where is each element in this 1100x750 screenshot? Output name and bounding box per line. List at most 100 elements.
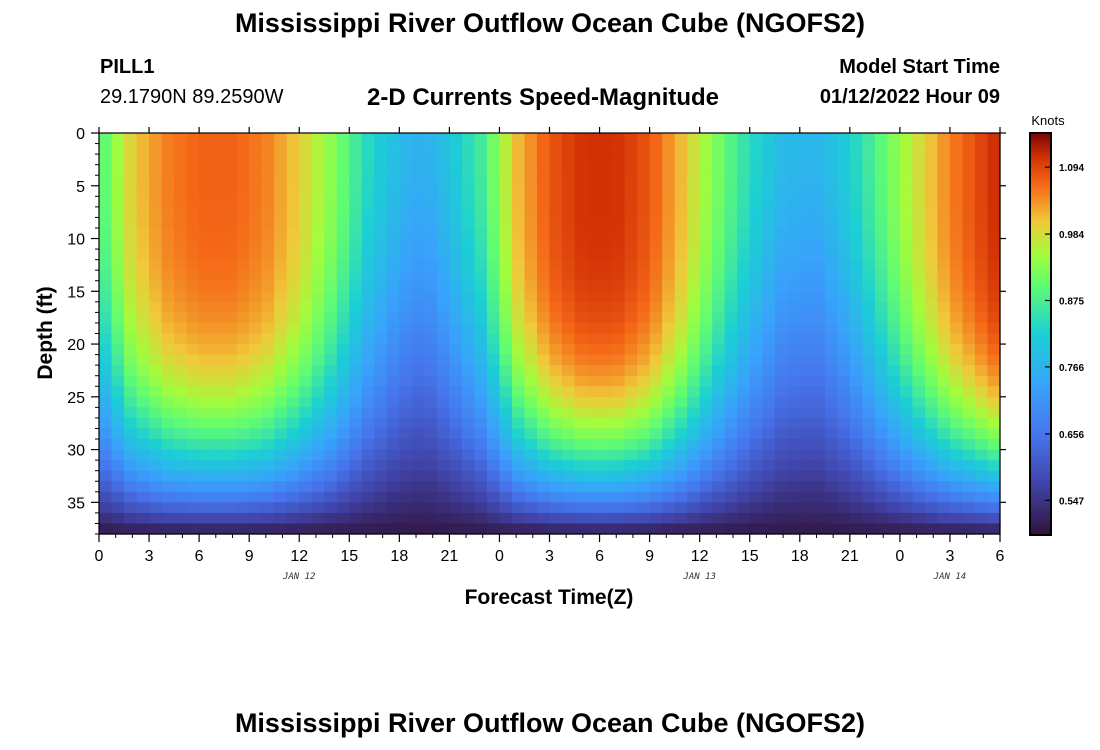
heatmap-cell: [737, 523, 751, 535]
heatmap-cell: [837, 481, 851, 493]
heatmap-cell: [411, 259, 425, 271]
heatmap-cell: [274, 259, 288, 271]
heatmap-cell: [599, 154, 613, 166]
heatmap-cell: [436, 333, 450, 345]
heatmap-cell: [336, 491, 350, 503]
heatmap-cell: [699, 428, 713, 440]
heatmap-cell: [324, 291, 338, 303]
heatmap-cell: [987, 512, 1001, 525]
heatmap-cell: [161, 428, 175, 440]
heatmap-cell: [149, 344, 163, 356]
heatmap-cell: [974, 396, 989, 408]
heatmap-cell: [536, 439, 551, 451]
heatmap-cell: [712, 280, 726, 292]
heatmap-cell: [236, 396, 250, 408]
heatmap-cell: [149, 143, 163, 155]
heatmap-cell: [211, 396, 225, 408]
y-axis-title: Depth (ft): [34, 286, 57, 379]
heatmap-cell: [186, 523, 200, 535]
heatmap-cell: [824, 164, 838, 176]
heatmap-cell: [311, 396, 325, 408]
heatmap-cell: [349, 523, 363, 535]
heatmap-cell: [449, 133, 463, 145]
heatmap-cell: [612, 375, 626, 387]
heatmap-cell: [749, 344, 763, 356]
heatmap-cell: [849, 164, 863, 176]
heatmap-cell: [749, 407, 763, 419]
heatmap-cell: [374, 143, 388, 155]
heatmap-cell: [361, 333, 375, 345]
heatmap-cell: [174, 375, 188, 387]
heatmap-cell: [211, 439, 225, 451]
heatmap-cell: [774, 502, 788, 514]
heatmap-cell: [587, 365, 601, 377]
heatmap-cell: [386, 280, 400, 292]
heatmap-cell: [536, 512, 551, 525]
heatmap-cell: [874, 481, 888, 493]
heatmap-cell: [849, 280, 863, 292]
heatmap-cell: [536, 280, 551, 292]
heatmap-cell: [799, 143, 813, 155]
heatmap-cell: [486, 259, 501, 271]
heatmap-cell: [787, 143, 801, 155]
heatmap-cell: [111, 354, 125, 366]
heatmap-cell: [837, 154, 851, 166]
heatmap-cell: [649, 428, 663, 440]
heatmap-cell: [787, 227, 801, 240]
heatmap-cell: [161, 185, 175, 197]
heatmap-cell: [749, 185, 763, 197]
heatmap-cell: [461, 428, 476, 440]
heatmap-cell: [549, 154, 563, 166]
heatmap-cell: [411, 301, 425, 313]
heatmap-cell: [637, 417, 651, 430]
heatmap-cell: [674, 312, 688, 324]
heatmap-cell: [386, 164, 400, 176]
heatmap-cell: [587, 470, 601, 482]
heatmap-cell: [111, 491, 125, 503]
heatmap-cell: [374, 133, 388, 145]
heatmap-cell: [236, 143, 250, 155]
heatmap-cell: [124, 133, 138, 145]
heatmap-cell: [461, 175, 476, 187]
heatmap-cell: [424, 301, 438, 313]
heatmap-cell: [536, 133, 551, 145]
heatmap-cell: [587, 386, 601, 398]
heatmap-cell: [336, 217, 350, 229]
heatmap-cell: [336, 238, 350, 250]
heatmap-cell: [174, 238, 188, 250]
heatmap-cell: [824, 523, 838, 535]
heatmap-cell: [436, 301, 450, 313]
heatmap-cell: [974, 227, 989, 240]
heatmap-cell: [411, 470, 425, 482]
heatmap-cell: [987, 270, 1001, 282]
heatmap-cell: [987, 460, 1001, 472]
heatmap-cell: [474, 417, 488, 430]
heatmap-cell: [286, 280, 300, 292]
heatmap-cell: [124, 502, 138, 514]
heatmap-cell: [486, 417, 501, 430]
heatmap-cell: [386, 238, 400, 250]
heatmap-cell: [99, 227, 113, 240]
heatmap-cell: [549, 386, 563, 398]
heatmap-cell: [962, 238, 976, 250]
heatmap-cell: [762, 428, 776, 440]
heatmap-cell: [587, 280, 601, 292]
heatmap-cell: [99, 460, 113, 472]
heatmap-cell: [474, 217, 488, 229]
heatmap-cell: [174, 460, 188, 472]
heatmap-cell: [99, 439, 113, 451]
heatmap-cell: [887, 523, 901, 535]
heatmap-cell: [637, 249, 651, 261]
heatmap-cell: [536, 481, 551, 493]
heatmap-cell: [274, 312, 288, 324]
heatmap-cell: [199, 301, 213, 313]
heatmap-cell: [461, 238, 476, 250]
heatmap-cell: [461, 439, 476, 451]
heatmap-cell: [662, 344, 676, 356]
heatmap-cell: [199, 365, 213, 377]
heatmap-cell: [762, 312, 776, 324]
heatmap-cell: [812, 280, 826, 292]
heatmap-cell: [799, 238, 813, 250]
heatmap-cell: [687, 375, 701, 387]
heatmap-cell: [862, 164, 876, 176]
